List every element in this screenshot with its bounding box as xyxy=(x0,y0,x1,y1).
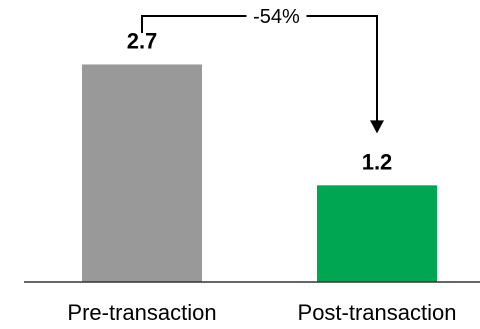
value-labels-group: 2.71.2 xyxy=(127,28,393,174)
change-annotation: -54% xyxy=(141,6,384,134)
bars-group xyxy=(82,64,437,282)
annotation-arrowhead-icon xyxy=(370,120,384,134)
category-label-1: Pre-transaction xyxy=(67,300,216,325)
bar-1 xyxy=(82,64,202,282)
annotation-connector-left xyxy=(141,15,247,33)
value-label-2: 1.2 xyxy=(362,149,393,174)
bar-2 xyxy=(317,185,437,282)
annotation-percent-change: -54% xyxy=(253,6,300,28)
annotation-connector-right xyxy=(306,15,378,122)
category-label-2: Post-transaction xyxy=(298,300,457,325)
category-labels-group: Pre-transaction Post-transaction xyxy=(67,300,456,325)
